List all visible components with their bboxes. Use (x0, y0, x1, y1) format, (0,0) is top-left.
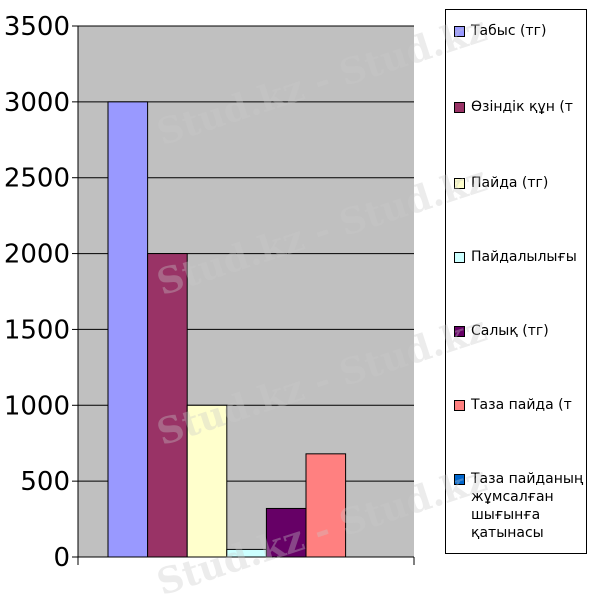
legend-item: Табыс (тг) (454, 22, 586, 40)
legend-label: Таза пайданың жұмсалған шығынға қатынасы (471, 471, 584, 541)
legend-swatch (454, 252, 465, 263)
legend-item: Пайдалылығы (454, 248, 586, 266)
y-tick-label: 2500 (4, 164, 70, 194)
legend-swatch (454, 102, 465, 113)
y-tick-label: 500 (20, 467, 70, 497)
legend-swatch (454, 26, 465, 37)
y-tick-label: 2000 (4, 240, 70, 270)
legend-swatch (454, 178, 465, 189)
bar (186, 404, 228, 558)
legend-label: Пайдалылығы (471, 249, 577, 265)
legend-item: Таза пайданың жұмсалған шығынға қатынасы (454, 470, 586, 542)
legend-item: Салық (тг) (454, 322, 586, 340)
bar (147, 253, 188, 558)
legend-item: Пайда (тг) (454, 174, 586, 192)
legend-label: Пайда (тг) (471, 175, 549, 191)
legend-item: Таза пайда (т (454, 396, 586, 414)
y-tick-label: 3000 (4, 88, 70, 118)
legend-swatch (454, 400, 465, 411)
y-tick-label: 0 (53, 543, 70, 573)
legend-label: Таза пайда (т (471, 397, 572, 413)
y-tick-label: 3500 (4, 12, 70, 42)
legend-item: Өзіндік құн (т (454, 98, 586, 116)
legend-swatch (454, 326, 465, 337)
legend: Табыс (тг) Өзіндік құн (т Пайда (тг) Пайдал… (445, 9, 587, 554)
legend-label: Өзіндік құн (т (471, 99, 573, 115)
y-tick-label: 1500 (4, 315, 70, 345)
bar (107, 101, 149, 558)
bar (265, 507, 307, 558)
legend-label: Табыс (тг) (471, 23, 547, 39)
legend-label: Салық (тг) (471, 323, 549, 339)
legend-swatch (454, 474, 465, 485)
bar (305, 453, 347, 558)
y-tick-label: 1000 (4, 391, 70, 421)
bar (226, 548, 267, 558)
